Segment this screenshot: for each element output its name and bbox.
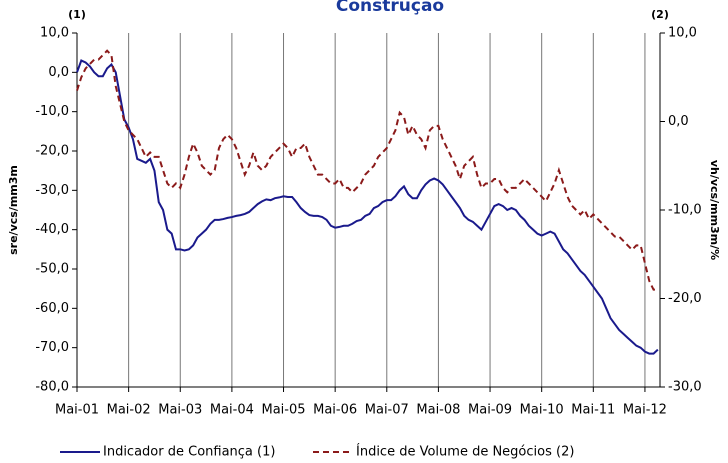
- y-tick-label: -80,0: [35, 380, 69, 395]
- series-line: [76, 49, 658, 291]
- y-tick-label: -70,0: [35, 340, 69, 355]
- y-tick-label: -40,0: [35, 222, 69, 237]
- series-line: [76, 59, 659, 355]
- y2-tick-label: -30,0: [668, 380, 702, 395]
- y2-tick-label: 10,0: [668, 26, 697, 41]
- x-tick-label: Mai-06: [313, 403, 357, 418]
- x-tick-label: Mai-01: [55, 403, 99, 418]
- x-tick-label: Mai-12: [623, 403, 667, 418]
- x-tick-label: Mai-05: [262, 403, 306, 418]
- x-tick-label: Mai-11: [571, 403, 615, 418]
- y-axis-note: (1): [68, 8, 86, 21]
- legend-label: Indicador de Confiança (1): [103, 445, 275, 460]
- y2-axis-note: (2): [651, 8, 669, 21]
- y-tick-label: -60,0: [35, 301, 69, 316]
- chart-title: Construção: [336, 0, 444, 16]
- legend-label: Índice de Volume de Negócios (2): [356, 444, 574, 460]
- x-tick-label: Mai-04: [210, 403, 254, 418]
- y2-axis-title: vh/vcs/mm3m/%: [708, 160, 721, 260]
- x-tick-label: Mai-02: [107, 403, 151, 418]
- x-tick-label: Mai-03: [158, 403, 202, 418]
- y-tick-label: -20,0: [35, 144, 69, 159]
- x-tick-label: Mai-10: [520, 403, 564, 418]
- y-tick-label: -50,0: [35, 262, 69, 277]
- y-tick-label: -10,0: [35, 104, 69, 119]
- x-tick-label: Mai-08: [416, 403, 460, 418]
- y2-tick-label: -10,0: [668, 203, 702, 218]
- y-tick-label: 0,0: [48, 65, 69, 80]
- y2-tick-label: -20,0: [668, 291, 702, 306]
- y-tick-label: -30,0: [35, 183, 69, 198]
- y-axis-title: sre/vcs/mm3m: [7, 165, 20, 255]
- x-tick-label: Mai-07: [365, 403, 409, 418]
- x-tick-label: Mai-09: [468, 403, 512, 418]
- y-tick-label: 10,0: [40, 26, 69, 41]
- y2-tick-label: 0,0: [668, 114, 689, 129]
